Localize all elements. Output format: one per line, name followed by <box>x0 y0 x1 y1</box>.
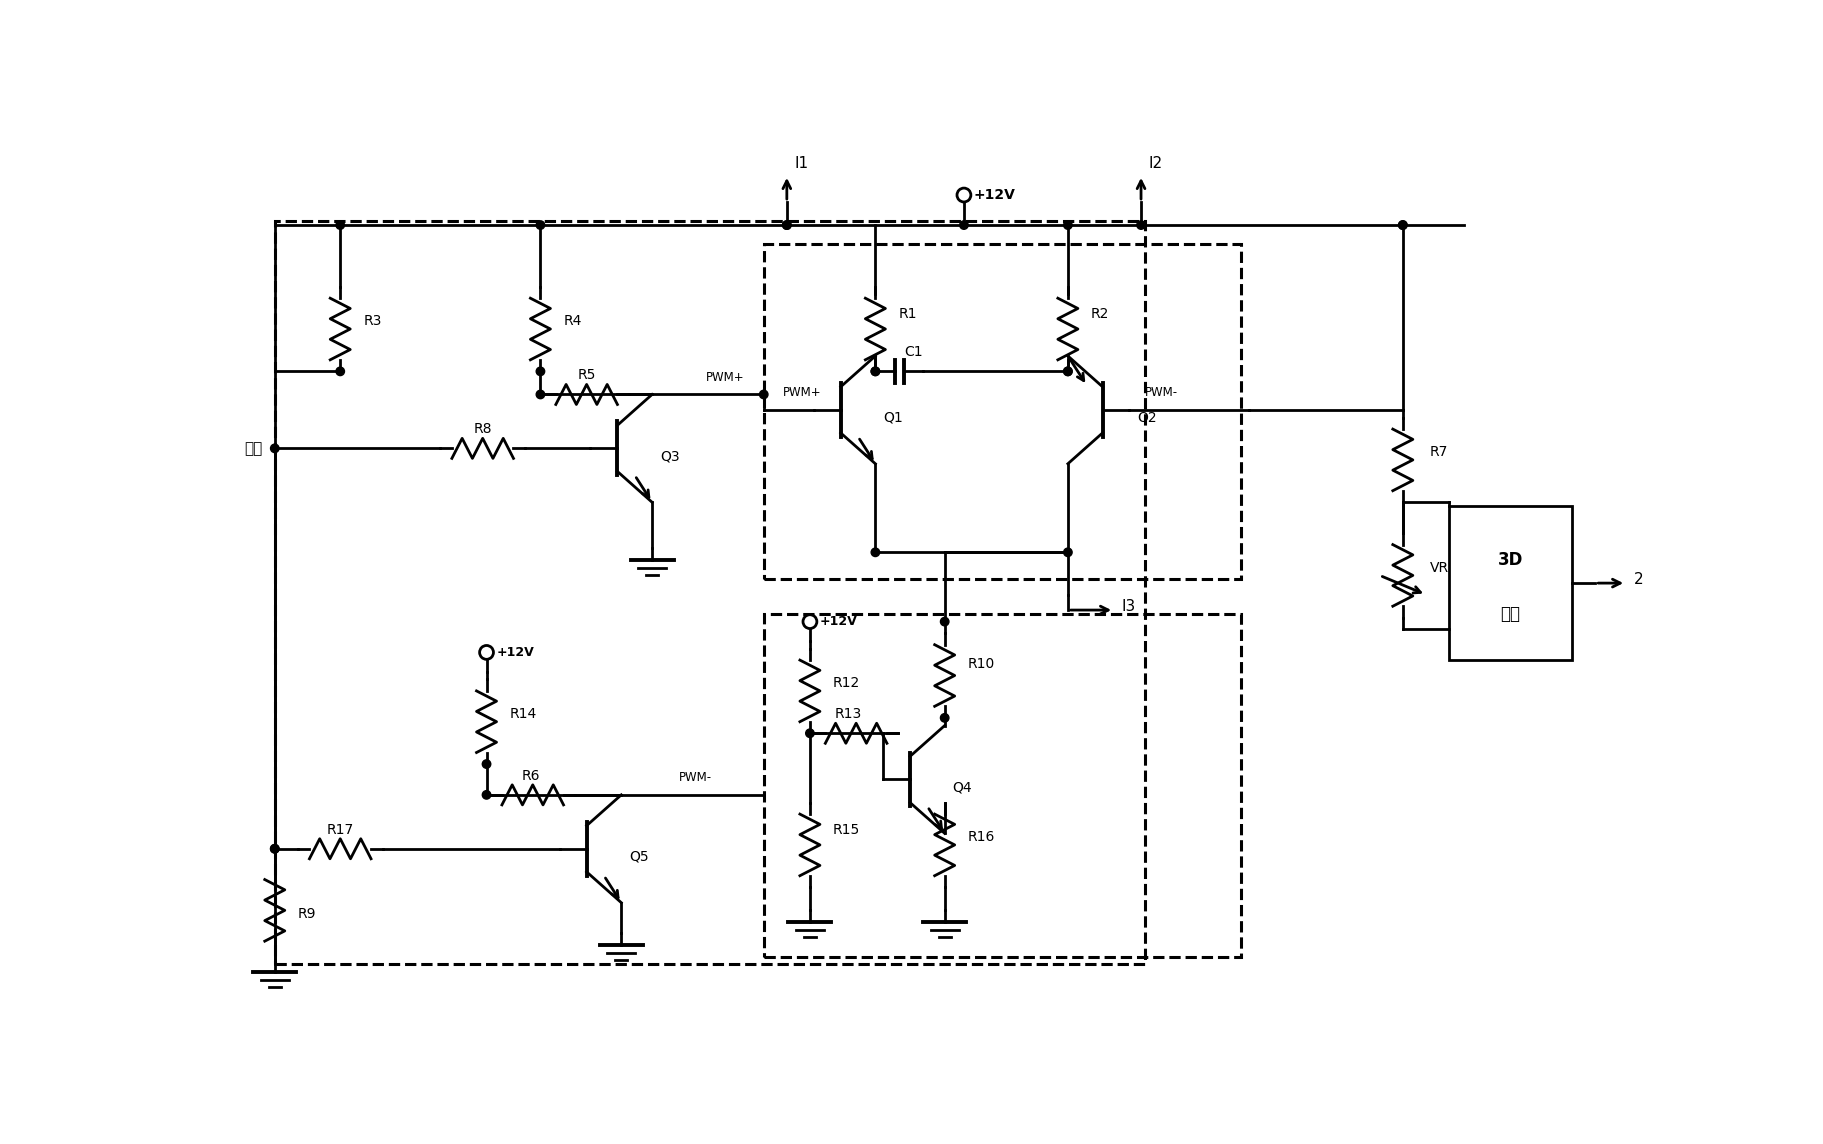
Text: R2: R2 <box>1090 307 1110 320</box>
Circle shape <box>941 714 950 722</box>
Text: R9: R9 <box>297 907 317 921</box>
Text: R7: R7 <box>1429 445 1447 459</box>
Text: +12V: +12V <box>973 188 1015 202</box>
Circle shape <box>536 390 545 399</box>
Text: +12V: +12V <box>496 646 534 659</box>
Circle shape <box>1398 221 1407 229</box>
Text: R16: R16 <box>968 831 995 844</box>
Circle shape <box>1063 548 1072 556</box>
Circle shape <box>1063 367 1072 375</box>
Text: R12: R12 <box>833 676 860 690</box>
Circle shape <box>1063 221 1072 229</box>
Circle shape <box>871 548 881 556</box>
Circle shape <box>806 729 815 738</box>
Bar <box>764 245 1241 579</box>
Circle shape <box>1063 367 1072 375</box>
Text: +12V: +12V <box>820 615 857 628</box>
Text: R15: R15 <box>833 823 860 836</box>
Circle shape <box>335 221 345 229</box>
Text: PWM-: PWM- <box>1145 387 1178 399</box>
Circle shape <box>270 844 279 853</box>
Circle shape <box>536 221 545 229</box>
Text: I3: I3 <box>1121 598 1136 613</box>
Text: Q2: Q2 <box>1138 411 1158 424</box>
Text: PWM+: PWM+ <box>706 371 744 384</box>
Circle shape <box>536 367 545 375</box>
Circle shape <box>871 367 881 375</box>
Text: R13: R13 <box>835 707 862 721</box>
Text: PWM+: PWM+ <box>784 387 822 399</box>
Circle shape <box>483 760 490 769</box>
Text: 光栅: 光栅 <box>1500 605 1520 623</box>
Circle shape <box>1138 221 1145 229</box>
Text: VR: VR <box>1429 561 1449 574</box>
Text: Q1: Q1 <box>882 411 902 424</box>
Text: C1: C1 <box>904 345 922 359</box>
Text: R5: R5 <box>578 368 596 382</box>
Text: I2: I2 <box>1148 157 1163 172</box>
Circle shape <box>270 844 279 853</box>
Circle shape <box>959 221 968 229</box>
Text: 2: 2 <box>1633 572 1644 587</box>
Circle shape <box>782 221 791 229</box>
Text: Q4: Q4 <box>952 780 972 794</box>
Text: R6: R6 <box>521 769 540 782</box>
Text: 方波: 方波 <box>244 440 263 455</box>
Circle shape <box>270 444 279 453</box>
Circle shape <box>760 390 767 399</box>
Text: Q5: Q5 <box>629 850 649 864</box>
Text: I1: I1 <box>795 157 809 172</box>
Circle shape <box>871 367 881 375</box>
Text: 3D: 3D <box>1499 551 1524 569</box>
Circle shape <box>941 618 950 626</box>
Text: R4: R4 <box>563 315 582 328</box>
Text: R17: R17 <box>326 823 354 836</box>
Circle shape <box>782 221 791 229</box>
Text: R3: R3 <box>363 315 381 328</box>
Text: PWM-: PWM- <box>678 771 713 785</box>
Circle shape <box>1398 221 1407 229</box>
Circle shape <box>483 791 490 800</box>
Bar <box>275 221 1145 964</box>
Text: R10: R10 <box>968 657 995 672</box>
Text: R8: R8 <box>474 422 492 436</box>
Bar <box>1449 506 1571 660</box>
Text: Q3: Q3 <box>660 450 680 463</box>
Circle shape <box>335 367 345 375</box>
Bar <box>764 614 1241 956</box>
Text: R1: R1 <box>899 307 917 320</box>
Text: R14: R14 <box>510 707 538 721</box>
